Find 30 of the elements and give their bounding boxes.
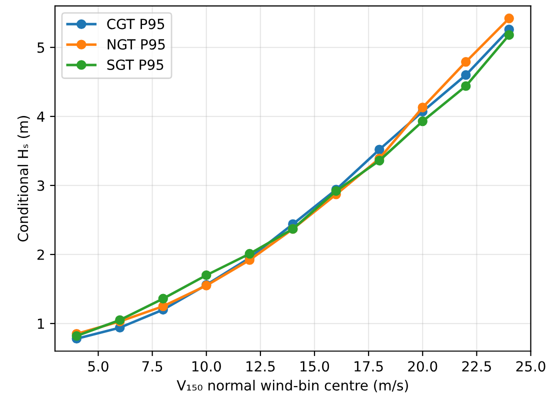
x-tick-label: 5.0 [88, 361, 108, 372]
y-tick-label: 4 [37, 112, 44, 122]
point [461, 70, 471, 80]
point [374, 144, 384, 154]
point [504, 14, 514, 24]
x-axis-title: V₁₅₀ normal wind-bin centre (m/s) [176, 380, 408, 392]
y-axis-title: Conditional Hₛ (m) [17, 116, 30, 242]
y-tick-label: 2 [37, 249, 44, 260]
point [202, 270, 212, 280]
x-tick-label: 10.0 [192, 361, 221, 372]
point [244, 248, 254, 259]
point [418, 102, 428, 112]
legend-label: SGT P95 [107, 60, 164, 70]
y-tick-label: 5 [38, 42, 44, 53]
legend-label: CGT P95 [107, 18, 164, 30]
point [461, 57, 471, 67]
point [461, 81, 471, 91]
x-tick-label: 12.5 [246, 361, 275, 372]
x-tick-label: 7.5 [142, 361, 162, 372]
x-tick-label: 20.0 [408, 361, 438, 372]
y-tick-label: 1 [38, 318, 44, 329]
point [504, 30, 514, 40]
legend-label: NGT P95 [108, 39, 165, 50]
x-tick-label: 25.0 [516, 361, 546, 372]
point [158, 294, 168, 304]
x-tick-label: 22.5 [462, 361, 491, 372]
x-tick-label: 17.5 [354, 361, 383, 372]
x-tick-label: 15.0 [300, 361, 330, 372]
y-tick-label: 3 [38, 180, 44, 191]
point [418, 116, 428, 126]
